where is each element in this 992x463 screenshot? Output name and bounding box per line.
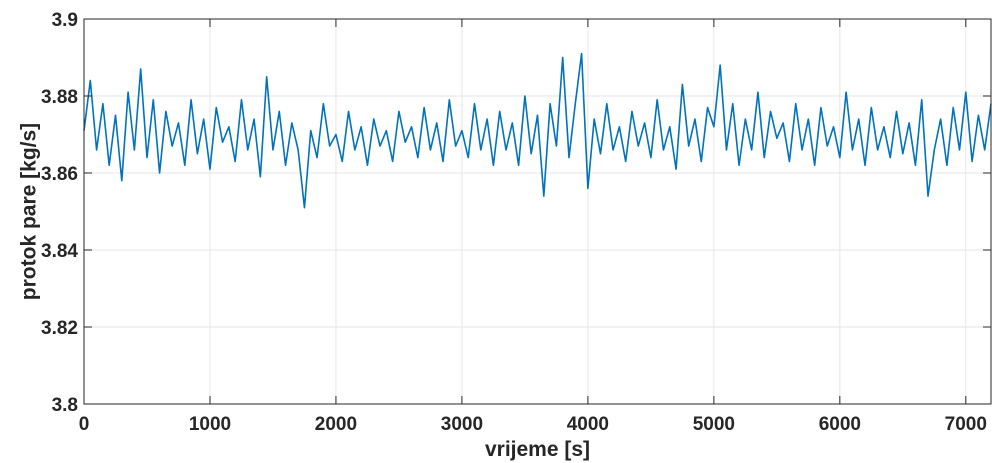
x-tick-label: 3000 (441, 414, 483, 435)
series-layer (83, 52, 992, 209)
grid-lines (84, 19, 991, 404)
y-tick-label: 3.8 (52, 395, 78, 416)
x-tick-label: 7000 (945, 414, 987, 435)
series-line (83, 52, 992, 209)
y-tick-label: 3.86 (41, 164, 78, 185)
tick-marks (83, 18, 991, 405)
y-tick-label: 3.84 (41, 241, 78, 262)
y-axis-title: protok pare [kg/s] (17, 123, 40, 300)
x-axis-title: vrijeme [s] (485, 438, 590, 461)
x-tick-label: 6000 (819, 414, 861, 435)
y-tick-label: 3.88 (41, 87, 78, 108)
y-tick-labels: 3.8 3.82 3.84 3.86 3.88 3.9 (41, 10, 78, 416)
x-tick-label: 2000 (315, 414, 357, 435)
plot-frame (83, 18, 992, 405)
x-tick-labels: 0 1000 2000 3000 4000 5000 6000 7000 (79, 414, 987, 435)
x-tick-label: 4000 (567, 414, 609, 435)
x-tick-label: 1000 (189, 414, 231, 435)
y-tick-label: 3.82 (41, 318, 78, 339)
x-tick-label: 5000 (693, 414, 735, 435)
y-tick-label: 3.9 (52, 10, 78, 31)
x-tick-label: 0 (79, 414, 90, 435)
